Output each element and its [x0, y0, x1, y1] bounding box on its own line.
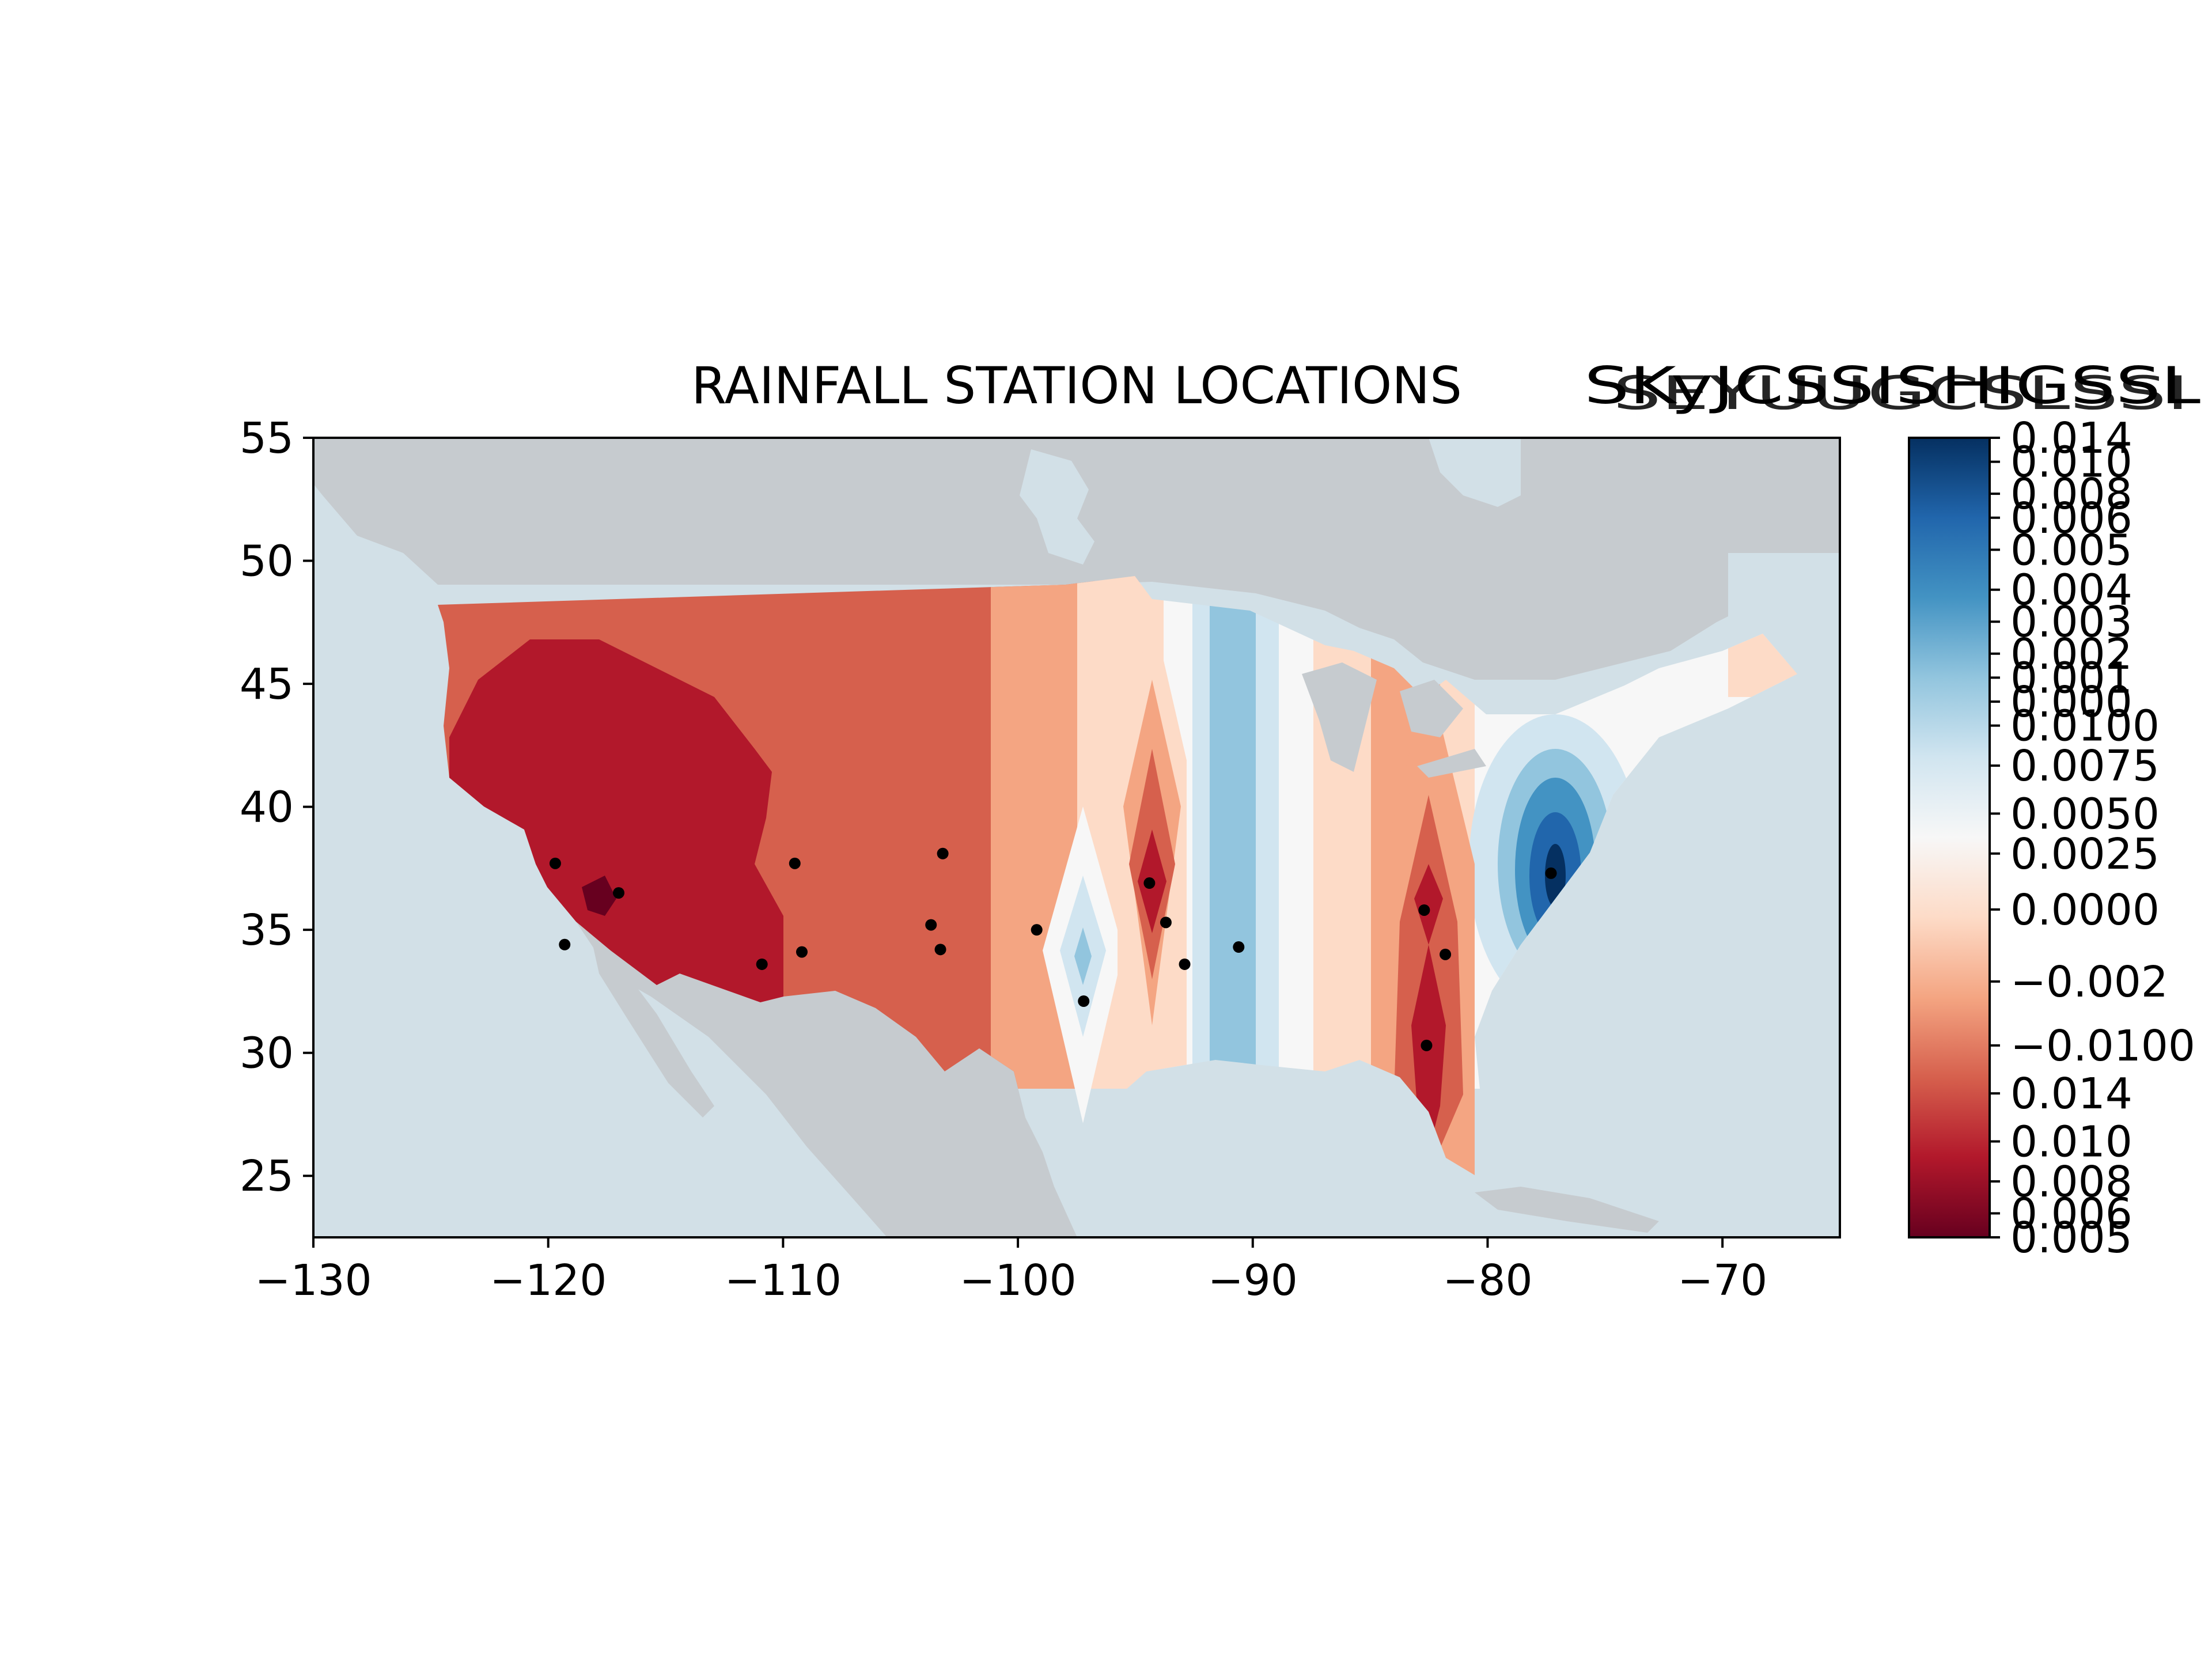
station-point [613, 887, 624, 899]
station-point [559, 938, 571, 950]
station-point [925, 919, 937, 931]
chart-title: RAINFALL STATION LOCATIONS [691, 356, 1462, 415]
colorbar-tick-label: 0.014 [2010, 1069, 2133, 1119]
axes-frame [312, 437, 1841, 1238]
x-tick-label: −80 [1442, 1256, 1532, 1305]
station-point [1143, 877, 1156, 889]
x-axis: −130 −120 −110 −100 −90 −80 −70 [255, 1237, 1767, 1305]
station-markers [549, 847, 1557, 1051]
colorbar-tick-label: 0.004 [2010, 566, 2133, 615]
colorbar [1908, 437, 1991, 1238]
y-tick-label: 40 [240, 783, 294, 832]
colorbar-tick-label: 0.000 [2010, 677, 2133, 727]
x-tick-label: −90 [1208, 1256, 1298, 1305]
cuba-land [1475, 1187, 1659, 1233]
hudson-bay [1020, 449, 1094, 565]
x-tick-label: −120 [490, 1256, 607, 1305]
station-point [1233, 941, 1245, 953]
x-tick-label: −110 [725, 1256, 842, 1305]
colorbar-tick-label: 0.0075 [2010, 741, 2160, 791]
colorbar-tick-label: 0.006 [2010, 1189, 2133, 1238]
y-tick-label: 45 [240, 660, 294, 709]
colorbar-tick-label: 0.002 [2010, 630, 2133, 679]
station-point [934, 944, 946, 956]
colorbar-tick-label: 0.005 [2010, 525, 2133, 575]
station-point [796, 946, 808, 958]
overlapping-titles-2: SEYUUGCSLSSI [1613, 366, 2189, 420]
colorbar-tick-label: 0.010 [2010, 1117, 2133, 1166]
labrador-water [1429, 438, 1521, 507]
colorbar-tick-label: 0.008 [2010, 1157, 2133, 1207]
x-tick-label: −70 [1677, 1256, 1767, 1305]
station-point [1179, 958, 1191, 970]
colorbar-tick-label: −0.0100 [2010, 1021, 2195, 1071]
y-tick-label: 55 [240, 414, 294, 463]
great-lakes [1302, 662, 1486, 778]
station-point [1418, 904, 1430, 916]
y-tick-label: 30 [240, 1029, 294, 1078]
station-point [1440, 948, 1452, 960]
station-point [937, 847, 949, 859]
colorbar-tick-label: 0.006 [2010, 494, 2133, 543]
colorbar-tick-label: 0.008 [2010, 469, 2133, 519]
overlapping-titles: SKyJCSSISHIGSSL [1584, 356, 2200, 415]
colorbar-tick-label: 0.0000 [2010, 885, 2160, 935]
east-canada-water [1728, 553, 1840, 720]
y-tick-label: 35 [240, 906, 294, 955]
station-point [1078, 995, 1090, 1007]
station-point [789, 857, 801, 869]
colorbar-tick-label: 0.0050 [2010, 789, 2160, 839]
y-tick-label: 50 [240, 537, 294, 586]
colorbar-tick-label: 0.001 [2010, 653, 2133, 703]
y-tick-label: 25 [240, 1152, 294, 1201]
colorbar-tick-label: 0.014 [2010, 414, 2133, 463]
baja-land [588, 922, 714, 1118]
colorbar-tick-label: 0.0100 [2010, 702, 2160, 751]
mexico-land [576, 922, 1077, 1237]
x-tick-label: −100 [959, 1256, 1076, 1305]
colorbar-tick-label: −0.002 [2010, 957, 2168, 1007]
station-point [1160, 916, 1172, 929]
land-layer [313, 438, 1840, 1237]
colorbar-tick-label: 0.005 [2010, 1213, 2133, 1263]
colorbar-ticks: 0.0140.0100.0080.0060.0050.0040.0030.002… [1990, 414, 2195, 1263]
y-axis: 25 30 35 40 45 50 55 [240, 414, 313, 1201]
station-point [1031, 924, 1043, 936]
colorbar-tick-label: 0.003 [2010, 597, 2133, 647]
station-point [1545, 867, 1557, 879]
station-point [1421, 1039, 1433, 1051]
colorbar-tick-label: 0.010 [2010, 438, 2133, 487]
station-point [756, 958, 768, 970]
colorbar-tick-label: 0.0025 [2010, 830, 2160, 879]
station-point [549, 857, 561, 869]
x-tick-label: −130 [255, 1256, 372, 1305]
